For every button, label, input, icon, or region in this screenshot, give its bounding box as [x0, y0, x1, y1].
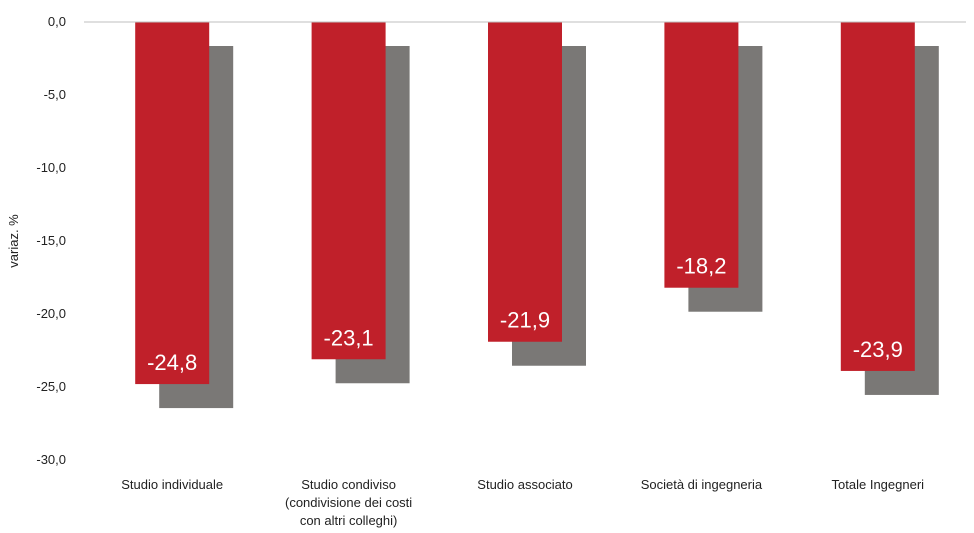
data-label: -23,9 — [853, 337, 903, 362]
category-labels: Studio individuale Studio condiviso (condi… — [121, 477, 924, 528]
data-label: -21,9 — [500, 308, 550, 333]
bar — [840, 22, 915, 371]
x-category-label: Studio individuale — [121, 477, 223, 492]
bars — [135, 22, 915, 385]
y-tick-label: -20,0 — [36, 306, 66, 321]
bar — [488, 22, 562, 342]
data-labels: -24,8 -23,1 -21,9 -18,2 -23,9 — [147, 254, 903, 375]
y-tick-label: -5,0 — [44, 87, 66, 102]
y-tick-label: -15,0 — [36, 233, 66, 248]
data-label: -18,2 — [676, 254, 726, 279]
x-category-label: Studio associato — [477, 477, 572, 492]
y-tick-label: -10,0 — [36, 160, 66, 175]
x-category-label: Studio condiviso (condivisione dei costi c… — [285, 477, 412, 528]
y-axis-ticks: 0,0 -5,0 -10,0 -15,0 -20,0 -25,0 -30,0 — [36, 14, 66, 467]
y-tick-label: -25,0 — [36, 379, 66, 394]
x-category-label: Totale Ingegneri — [832, 477, 925, 492]
bar — [664, 22, 739, 288]
x-category-label: Società di ingegneria — [641, 477, 763, 492]
y-tick-label: 0,0 — [48, 14, 66, 29]
bar — [135, 22, 210, 385]
bar — [311, 22, 386, 360]
y-axis-title: variaz. % — [6, 214, 21, 268]
data-label: -24,8 — [147, 350, 197, 375]
data-label: -23,1 — [324, 325, 374, 350]
y-tick-label: -30,0 — [36, 452, 66, 467]
